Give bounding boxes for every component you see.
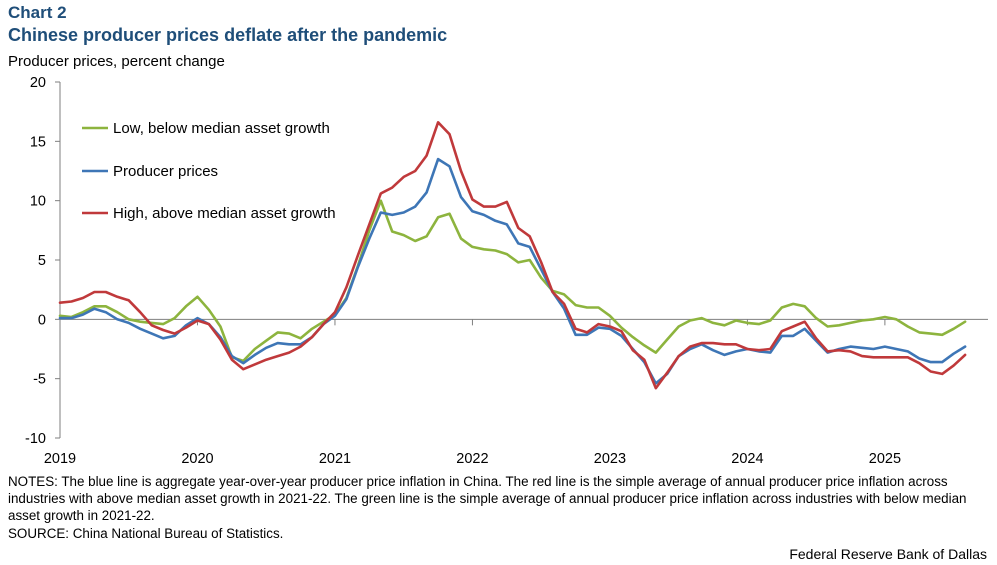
legend-label-low: Low, below median asset growth [113, 120, 330, 137]
y-tick-label: -10 [25, 431, 46, 447]
x-tick-label: 2019 [44, 451, 76, 467]
y-tick-label: 5 [38, 253, 46, 269]
y-tick-label: 10 [30, 194, 46, 210]
y-tick-label: 0 [38, 312, 46, 328]
chart-axes: -10 -5 0 5 10 15 20 2019 2020 2021 2022 2023 2024 202… [25, 75, 988, 467]
y-axis-label: Producer prices, percent change [8, 53, 225, 70]
x-tick-label: 2024 [731, 451, 763, 467]
chart-source: SOURCE: China National Bureau of Statist… [8, 526, 284, 541]
series-line-high [58, 121, 967, 390]
y-tick-label: 20 [30, 75, 46, 91]
series-line-aggregate [58, 157, 967, 385]
line-chart: -10 -5 0 5 10 15 20 2019 2020 2021 2022 2023 2024 202… [25, 75, 988, 467]
x-tick-label: 2023 [594, 451, 626, 467]
chart-label: Chart 2 [8, 3, 67, 22]
series-line-low [58, 199, 967, 363]
x-tick-label: 2020 [181, 451, 213, 467]
legend-label-high: High, above median asset growth [113, 205, 336, 222]
chart-credit: Federal Reserve Bank of Dallas [789, 546, 987, 562]
chart-notes: NOTES: The blue line is aggregate year-o… [8, 474, 967, 523]
y-tick-label: -5 [33, 372, 46, 388]
legend-label-aggregate: Producer prices [113, 163, 218, 180]
x-tick-label: 2022 [456, 451, 488, 467]
x-tick-label: 2025 [869, 451, 901, 467]
chart-series-lines [58, 121, 967, 390]
x-tick-label: 2021 [319, 451, 351, 467]
y-tick-label: 15 [30, 134, 46, 150]
chart-legend: Low, below median asset growth Producer p… [82, 120, 336, 222]
chart-title: Chinese producer prices deflate after th… [8, 25, 448, 45]
